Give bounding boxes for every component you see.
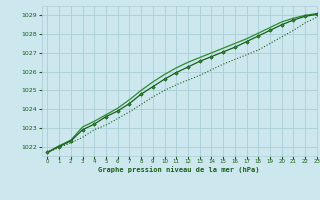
X-axis label: Graphe pression niveau de la mer (hPa): Graphe pression niveau de la mer (hPa): [99, 166, 260, 173]
